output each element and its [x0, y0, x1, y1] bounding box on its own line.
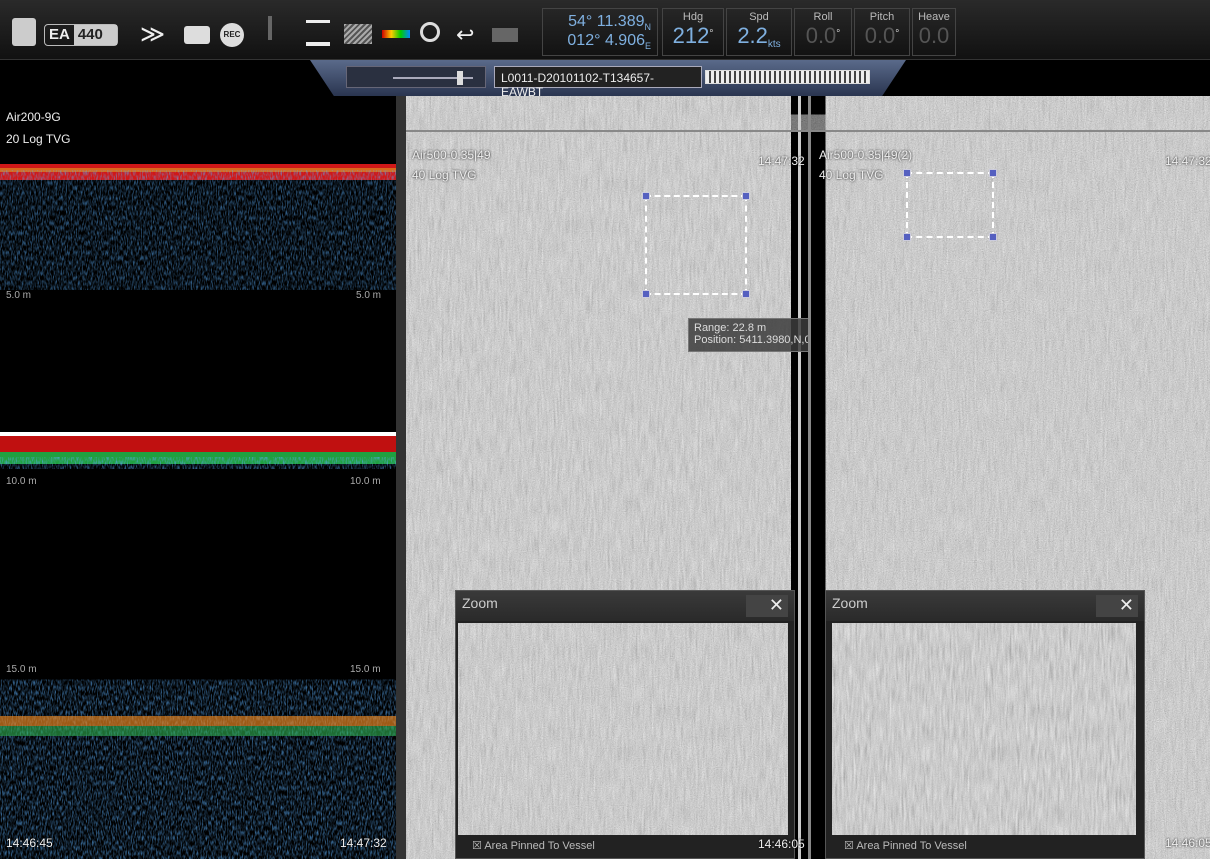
label: Hdg	[682, 11, 704, 23]
roll-readout: Roll 0.0°	[794, 8, 852, 56]
alarm[interactable]	[268, 16, 272, 40]
logo[interactable]: EA 440	[44, 24, 118, 46]
zoom-time: 14:46:05	[758, 837, 805, 851]
value: 2.2	[737, 23, 768, 48]
back-button[interactable]: ↩	[456, 22, 475, 47]
tvg-label: 40 Log TVG	[412, 168, 477, 182]
zoom-button[interactable]	[420, 22, 440, 42]
palette-button[interactable]	[382, 30, 410, 38]
zoom-title: Zoom	[456, 591, 794, 621]
sidescan-panel: Air500-0.35|49(2) 40 Log TVG 14:47:32 Zo…	[808, 96, 1210, 859]
value: 0.0	[864, 23, 896, 48]
zoom-window: Zoom ✕ ☒ Area Pinned To Vessel 14:46:05	[455, 590, 805, 859]
zoom-image	[832, 623, 1136, 835]
depth-label: 10.0 m	[6, 476, 37, 487]
tvg-label: 20 Log TVG	[6, 132, 71, 146]
echogram-panel: Air200-9G 20 Log TVG 5.0 m 5.0 m 10.0 m …	[0, 96, 396, 859]
lat-hemisphere: N	[644, 22, 652, 33]
toolbar: EA 440 ≫ REC ↩ 54° 11.389N 012° 4.906E H…	[0, 0, 1210, 60]
crest	[12, 18, 36, 46]
record-button[interactable]: REC	[220, 23, 244, 47]
label: Heave	[918, 11, 950, 23]
zoom-time: 14:46:05	[1165, 836, 1210, 850]
channel-label: Air500-0.35|49(2)	[819, 148, 913, 162]
handle[interactable]	[642, 192, 650, 200]
value: 212	[672, 23, 710, 48]
tooltip: Range: 22.8 m Position: 5411.3980,N,0120…	[688, 318, 808, 352]
handle[interactable]	[989, 233, 997, 241]
pinned-label: Area Pinned To Vessel	[484, 840, 595, 852]
echogram-image	[0, 164, 396, 859]
slider-thumb[interactable]	[457, 71, 463, 85]
menu-button[interactable]: ≫	[140, 21, 166, 48]
progress-bar	[705, 70, 870, 84]
unit: °	[836, 28, 841, 40]
zoom-close[interactable]: ✕	[1096, 595, 1138, 617]
zoom-window: Zoom ✕ ☒ Area Pinned To Vessel	[825, 590, 1145, 859]
label: Spd	[749, 11, 769, 23]
handle[interactable]	[989, 169, 997, 177]
depth-label: 15.0 m	[350, 664, 381, 675]
speed-readout: Spd 2.2kts	[726, 8, 792, 56]
pinned-label: Area Pinned To Vessel	[856, 840, 967, 852]
tvg-label: 40 Log TVG	[819, 168, 884, 182]
logo-model: 440	[73, 25, 117, 45]
channel-label: Air500-0.35|49	[412, 148, 491, 162]
screenshot-button[interactable]	[184, 26, 210, 44]
logo-brand: EA	[49, 26, 70, 43]
time-label: 14:47:32	[1165, 154, 1210, 168]
time-label: 14:47:32	[758, 154, 805, 168]
file-name: L0011-D20101102-T134657-EAWBT	[494, 66, 702, 99]
handle[interactable]	[903, 233, 911, 241]
unit: °	[709, 28, 714, 40]
lon-hemisphere: E	[644, 41, 651, 52]
handle[interactable]	[642, 290, 650, 298]
label: Roll	[813, 11, 833, 23]
depth-label: 10.0 m	[350, 476, 381, 487]
texture-button[interactable]	[344, 24, 372, 44]
pinned-checkbox[interactable]: ☒ Area Pinned To Vessel	[844, 840, 967, 852]
depth-label: 5.0 m	[6, 290, 32, 301]
selection-box[interactable]	[642, 192, 750, 298]
value: 0.0	[918, 23, 950, 48]
player-controls[interactable]	[346, 66, 486, 88]
selection-box[interactable]	[903, 169, 997, 241]
unit: °	[895, 28, 900, 40]
splitter[interactable]	[396, 96, 406, 859]
time-end: 14:47:32	[340, 836, 387, 850]
unit: kts	[767, 39, 781, 51]
pitch-readout: Pitch 0.0°	[854, 8, 910, 56]
zoom-image	[458, 623, 788, 835]
tooltip-position: Position: 5411.3980,N,01204.9174,E	[694, 334, 808, 346]
longitude: 012° 4.906	[567, 32, 645, 50]
time-start: 14:46:45	[6, 836, 53, 850]
handle[interactable]	[903, 169, 911, 177]
depth-label: 5.0 m	[356, 290, 382, 301]
slider[interactable]	[393, 77, 473, 79]
heave-readout: Heave 0.0	[912, 8, 956, 56]
sidescan-panel: Air500-0.35|49 40 Log TVG 14:47:32 Range…	[406, 96, 808, 859]
position: 54° 11.389N 012° 4.906E	[542, 8, 658, 56]
pinned-checkbox[interactable]: ☒ Area Pinned To Vessel	[472, 840, 595, 852]
battery	[492, 28, 518, 42]
channel-label: Air200-9G	[6, 110, 61, 124]
heading-readout: Hdg 212°	[662, 8, 724, 56]
tooltip-range: Range: 22.8 m	[694, 322, 767, 334]
handle[interactable]	[742, 192, 750, 200]
depth-button[interactable]	[306, 20, 330, 46]
depth-label: 15.0 m	[6, 664, 37, 675]
label: Pitch	[869, 11, 895, 23]
zoom-title: Zoom	[826, 591, 1144, 621]
zoom-close[interactable]: ✕	[746, 595, 788, 617]
latitude: 54° 11.389	[568, 13, 645, 30]
value: 0.0	[805, 23, 837, 48]
handle[interactable]	[742, 290, 750, 298]
